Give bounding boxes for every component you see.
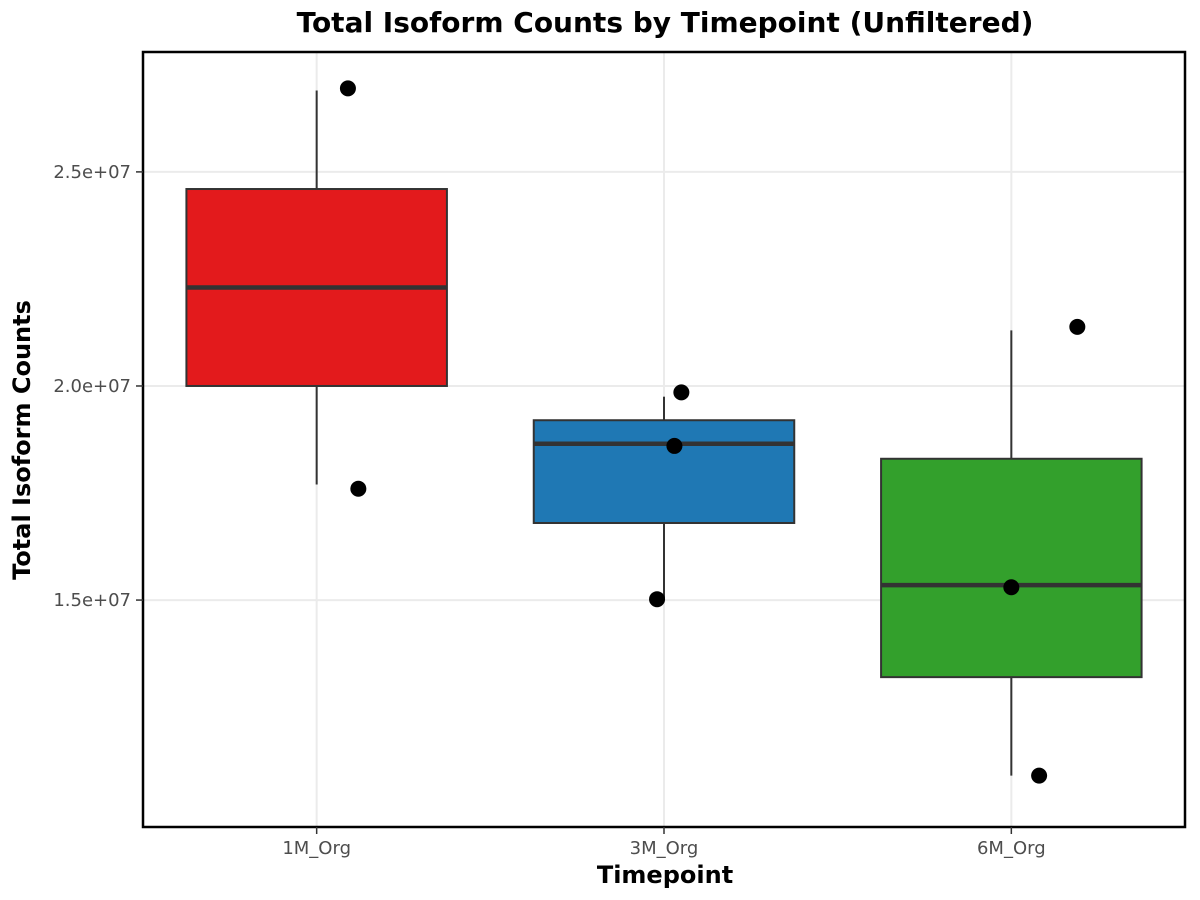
box-3M_Org	[532, 419, 796, 524]
tick-layer: 1.5e+07 2.0e+07 2.5e+07 1M_Org 3M_Org 6M_Org	[53, 162, 1045, 859]
data-point	[1003, 579, 1020, 596]
chart-title: Total Isoform Counts by Timepoint (Unfil…	[297, 6, 1034, 39]
data-point	[350, 480, 367, 497]
data-point	[649, 591, 666, 608]
y-tick-label: 2.5e+07	[53, 162, 131, 183]
x-tick-label: 1M_Org	[282, 838, 351, 859]
box-6M_Org	[880, 457, 1143, 679]
data-point	[673, 384, 690, 401]
x-tick-label: 6M_Org	[977, 838, 1046, 859]
data-point	[1069, 318, 1086, 335]
y-tick-label: 2.0e+07	[53, 376, 131, 397]
y-tick-label: 1.5e+07	[53, 590, 131, 611]
x-axis-title: Timepoint	[597, 861, 733, 889]
point-layer	[339, 80, 1086, 784]
y-axis-title: Total Isoform Counts	[8, 300, 36, 580]
data-point	[339, 80, 356, 97]
data-point	[666, 437, 683, 454]
data-point	[1031, 767, 1048, 784]
x-tick-label: 3M_Org	[630, 838, 699, 859]
box-layer	[185, 90, 1143, 776]
